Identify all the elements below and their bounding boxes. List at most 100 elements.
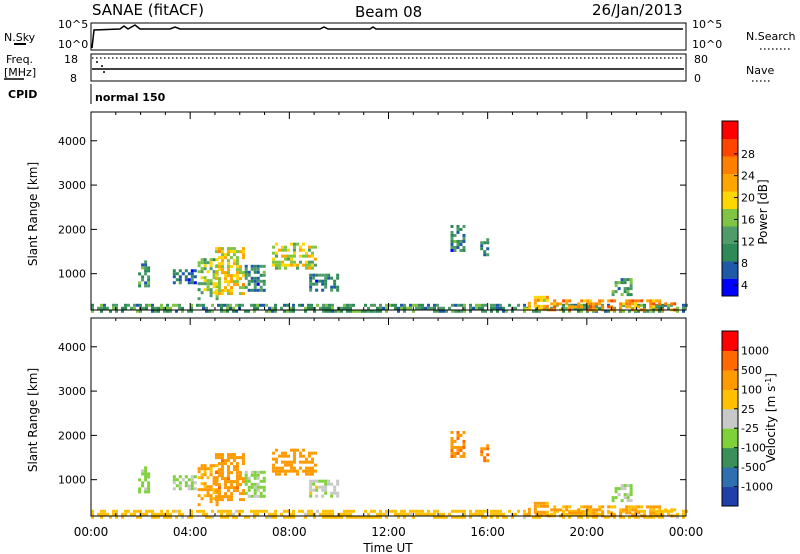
velocity-echo-cell [144, 472, 148, 476]
velocity-echo-cell [286, 463, 290, 467]
power-echo-cell [277, 260, 281, 264]
power-echo-cell [247, 270, 251, 274]
velocity-echo-cell [433, 509, 436, 513]
power-echo-cell [206, 279, 210, 283]
velocity-echo-cell [214, 456, 218, 460]
velocity-echo-cell [586, 512, 589, 516]
velocity-echo-cell [340, 512, 343, 516]
power-echo-cell [309, 276, 313, 280]
velocity-echo-cell [619, 511, 623, 515]
velocity-echo-cell [421, 512, 424, 516]
velocity-echo-cell [220, 498, 224, 502]
power-echo-cell [136, 303, 139, 307]
power-echo-cell [139, 309, 142, 313]
power-echo-cell [235, 268, 239, 272]
power-echo-cell [197, 297, 201, 301]
power-echo-cell [181, 309, 184, 313]
velocity-echo-cell [250, 473, 254, 477]
power-echo-cell [346, 306, 349, 310]
power-echo-cell [268, 306, 271, 310]
velocity-echo-cell [532, 515, 535, 519]
velocity-echo-cell [658, 515, 661, 519]
power-echo-cell [217, 268, 221, 272]
power-echo-cell [565, 306, 568, 310]
velocity-echo-cell [652, 505, 656, 509]
power-echo-cell [289, 309, 292, 313]
velocity-echo-cell [223, 495, 227, 499]
power-echo-cell [163, 309, 166, 313]
power-echo-cell [256, 276, 260, 280]
velocity-echo-cell [499, 509, 502, 513]
power-echo-cell [304, 306, 307, 310]
power-echo-cell [166, 306, 169, 310]
velocity-echo-cell [250, 494, 254, 498]
velocity-echo-cell [459, 433, 463, 437]
velocity-echo-cell [460, 509, 463, 513]
power-echo-cell [238, 303, 241, 307]
power-echo-cell [109, 309, 112, 313]
velocity-echo-cell [607, 511, 611, 515]
power-echo-cell [200, 291, 204, 295]
power-echo-cell [346, 309, 349, 313]
velocity-echo-cell [247, 515, 250, 519]
velocity-echo-cell [457, 509, 460, 513]
velocity-echo-cell [244, 473, 248, 477]
velocity-echo-cell [682, 512, 685, 516]
velocity-echo-cell [607, 505, 611, 509]
velocity-echo-cell [197, 494, 201, 498]
power-echo-cell [628, 309, 631, 313]
power-echo-cell [112, 306, 115, 310]
velocity-echo-cell [154, 515, 157, 519]
power-ylabel: Slant Range [km] [26, 162, 40, 266]
velocity-echo-cell [229, 495, 233, 499]
velocity-echo-cell [124, 509, 127, 513]
power-echo-cell [232, 306, 235, 310]
velocity-echo-cell [172, 478, 176, 482]
velocity-echo-cell [483, 456, 487, 460]
velocity-echo-cell [220, 515, 223, 519]
power-echo-cell [442, 306, 445, 310]
velocity-echo-cell [166, 515, 169, 519]
velocity-echo-cell [352, 515, 355, 519]
velocity-echo-cell [309, 488, 313, 492]
velocity-echo-cell [622, 508, 626, 512]
time-tick-label: 20:00 [570, 525, 605, 539]
power-echo-cell [658, 309, 661, 313]
velocity-echo-cell [589, 511, 593, 515]
power-echo-cell [262, 282, 266, 286]
power-echo-cell [463, 303, 466, 307]
power-echo-cell [229, 292, 233, 296]
power-echo-cell [331, 309, 334, 313]
power-echo-cell [622, 302, 626, 306]
velocity-echo-cell [184, 481, 188, 485]
power-echo-cell [481, 306, 484, 310]
power-echo-cell [450, 242, 454, 246]
power-echo-cell [232, 309, 235, 313]
velocity-echo-cell [667, 512, 670, 516]
velocity-echo-cell [462, 439, 466, 443]
power-echo-cell [265, 303, 268, 307]
power-echo-cell [462, 233, 466, 237]
velocity-echo-cell [289, 466, 293, 470]
velocity-echo-cell [133, 512, 136, 516]
velocity-echo-cell [586, 505, 590, 509]
power-echo-cell [403, 309, 406, 313]
velocity-echo-cell [499, 512, 502, 516]
power-echo-cell [148, 303, 151, 307]
power-echo-cell [289, 254, 293, 258]
velocity-echo-cell [527, 507, 531, 511]
power-echo-cell [286, 309, 289, 313]
velocity-echo-cell [226, 486, 230, 490]
velocity-echo-cell [336, 482, 340, 486]
power-echo-cell [145, 306, 148, 310]
power-echo-cell [433, 309, 436, 313]
velocity-echo-cell [542, 501, 546, 505]
power-echo-cell [217, 283, 221, 287]
velocity-echo-cell [154, 512, 157, 516]
power-echo-cell [232, 283, 236, 287]
power-echo-cell [475, 303, 478, 307]
power-echo-cell [634, 305, 638, 309]
velocity-echo-cell [577, 511, 581, 515]
nsearch-tick-top: 10^5 [692, 18, 722, 31]
